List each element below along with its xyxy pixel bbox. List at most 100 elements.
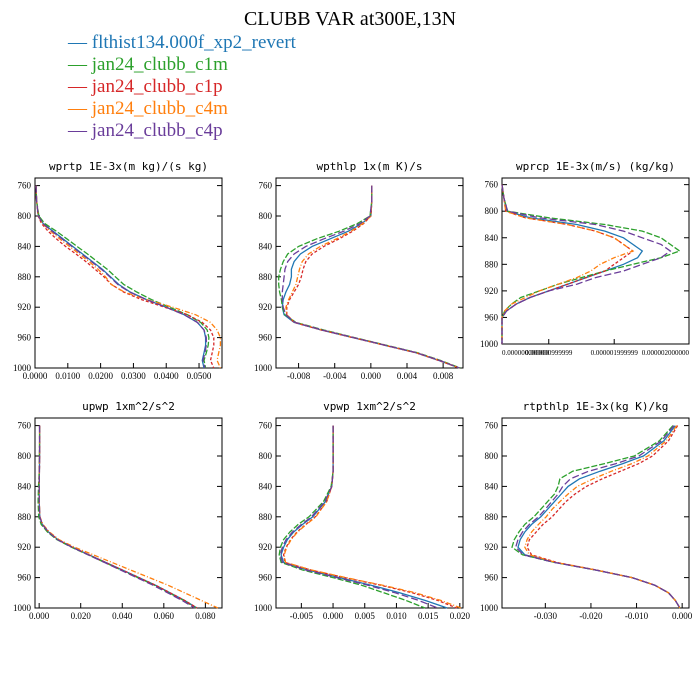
y-tick-label: 1000 [254, 603, 273, 613]
x-tick-label: 0.000 [323, 611, 344, 621]
y-tick-label: 880 [259, 272, 273, 282]
legend-label: jan24_clubb_c4p [91, 120, 223, 141]
y-tick-label: 960 [485, 312, 499, 322]
x-tick-label: -0.005 [290, 611, 314, 621]
y-tick-label: 920 [485, 286, 499, 296]
y-tick-label: 760 [18, 421, 32, 431]
y-tick-label: 840 [18, 241, 32, 251]
series-line-4 [514, 425, 681, 609]
legend-marker: — [68, 76, 87, 97]
series-line-1 [511, 425, 681, 609]
panel-title: wprtp 1E-3x(m kg)/(s kg) [49, 160, 208, 173]
x-tick-label: 0.000 [361, 371, 382, 381]
x-tick-label: 0.010 [386, 611, 407, 621]
y-tick-label: 840 [18, 481, 32, 491]
x-tick-label: 0.000000000000 [502, 349, 550, 357]
legend-label: jan24_clubb_c4m [91, 98, 228, 119]
panel-1: wpthlp 1x(m K)/s 760 800 840 880 920 960 1000 -0… [254, 160, 464, 381]
y-tick-label: 760 [485, 180, 499, 190]
y-tick-label: 920 [485, 542, 499, 552]
x-tick-label: 0.060 [154, 611, 175, 621]
x-tick-label: -0.004 [323, 371, 347, 381]
x-tick-label: 0.0200 [88, 371, 113, 381]
series-line-4 [281, 185, 460, 369]
y-tick-label: 960 [259, 333, 273, 343]
y-tick-label: 1000 [13, 363, 32, 373]
y-tick-label: 960 [18, 333, 32, 343]
series-line-1 [37, 425, 197, 609]
series-line-1 [35, 185, 210, 369]
series-line-1 [278, 185, 461, 369]
series-line-4 [38, 425, 195, 609]
legend-marker: — [68, 32, 87, 53]
legend-label: jan24_clubb_c1p [91, 76, 223, 97]
legend-item: — jan24_clubb_c4m [68, 98, 296, 120]
x-tick-label: 0.0100 [55, 371, 80, 381]
legend-item: — flthist134.000f_xp2_revert [68, 32, 296, 54]
x-tick-label: -0.020 [579, 611, 603, 621]
y-tick-label: 800 [485, 451, 499, 461]
x-tick-label: 0.015 [418, 611, 439, 621]
y-tick-label: 760 [18, 181, 32, 191]
x-tick-label: 0.000001999999 [591, 349, 639, 357]
legend-label: flthist134.000f_xp2_revert [91, 32, 296, 53]
y-tick-label: 840 [485, 233, 499, 243]
series-line-3 [524, 425, 681, 609]
series-line-2 [38, 425, 198, 609]
x-tick-label: 0.004 [397, 371, 418, 381]
x-tick-label: 0.000002000000 [642, 349, 690, 357]
y-tick-label: 800 [259, 211, 273, 221]
y-tick-label: 1000 [13, 603, 32, 613]
series-line-2 [35, 185, 215, 369]
panel-title: rtpthlp 1E-3x(kg K)/kg [523, 400, 669, 413]
x-tick-label: 0.0000 [23, 371, 48, 381]
series-line-2 [526, 425, 681, 609]
series-line-3 [38, 425, 219, 609]
y-tick-label: 880 [485, 259, 499, 269]
panel-title: wprcp 1E-3x(m/s) (kg/kg) [516, 160, 675, 173]
legend-item: — jan24_clubb_c4p [68, 120, 296, 142]
y-tick-label: 760 [259, 181, 273, 191]
y-tick-label: 960 [18, 573, 32, 583]
panel-4: vpwp 1xm^2/s^2 760 800 840 880 920 960 1000 -0.0… [254, 400, 470, 621]
x-tick-label: -0.030 [534, 611, 558, 621]
legend: — flthist134.000f_xp2_revert — jan24_clu… [68, 32, 296, 142]
x-tick-label: 0.080 [195, 611, 216, 621]
series-line-0 [280, 425, 448, 609]
y-tick-label: 800 [18, 451, 32, 461]
series-line-4 [279, 425, 438, 609]
x-tick-label: 0.0300 [121, 371, 146, 381]
y-tick-label: 960 [259, 573, 273, 583]
y-tick-label: 880 [485, 512, 499, 522]
y-tick-label: 800 [485, 206, 499, 216]
series-line-1 [501, 184, 681, 344]
series-line-2 [286, 185, 460, 369]
series-line-0 [38, 425, 198, 609]
series-line-4 [501, 184, 672, 344]
legend-item: — jan24_clubb_c1m [68, 54, 296, 76]
legend-marker: — [68, 54, 87, 75]
panel-frame [34, 177, 223, 369]
y-tick-label: 880 [18, 272, 32, 282]
x-tick-label: 0.000 [29, 611, 50, 621]
series-line-4 [35, 185, 207, 369]
legend-marker: — [68, 98, 87, 119]
panel-title: upwp 1xm^2/s^2 [82, 400, 175, 413]
x-tick-label: 0.000000999999 [525, 349, 573, 357]
panel-frame [501, 177, 690, 345]
y-tick-label: 880 [18, 512, 32, 522]
x-tick-label: 0.0500 [187, 371, 212, 381]
y-tick-label: 1000 [254, 363, 273, 373]
y-tick-label: 800 [259, 451, 273, 461]
panel-frame [275, 177, 464, 369]
y-tick-label: 840 [259, 481, 273, 491]
series-line-0 [501, 184, 644, 344]
x-tick-label: 0.0400 [154, 371, 179, 381]
y-tick-label: 840 [259, 241, 273, 251]
y-tick-label: 920 [18, 542, 32, 552]
x-tick-label: 0.008 [433, 371, 454, 381]
x-tick-label: -0.010 [625, 611, 649, 621]
series-line-2 [501, 184, 635, 344]
x-tick-label: 0.020 [450, 611, 471, 621]
legend-label: jan24_clubb_c1m [91, 54, 228, 75]
